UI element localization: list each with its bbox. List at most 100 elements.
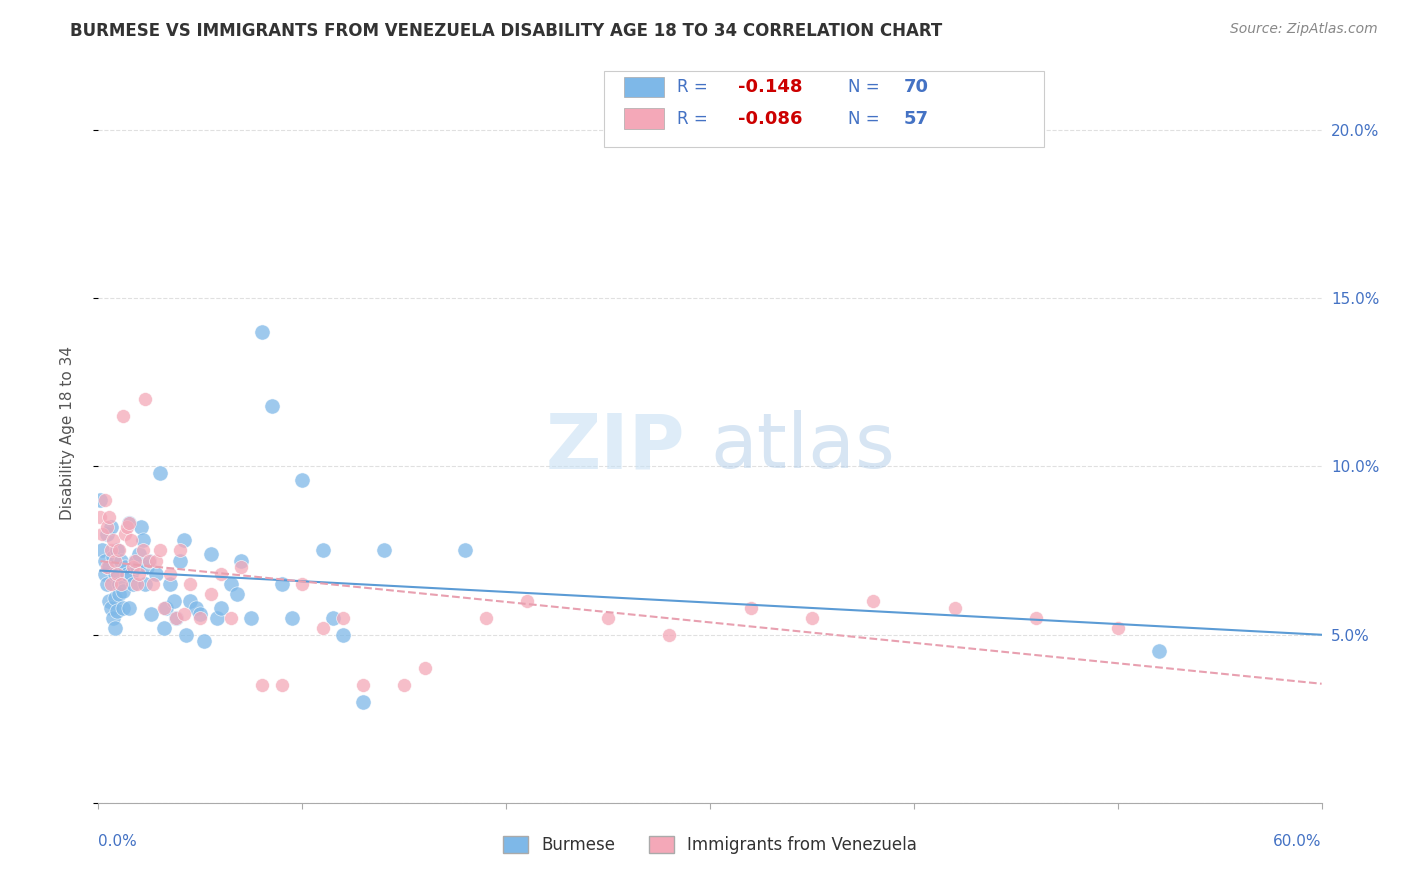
Point	[658, 627, 681, 641]
Text: -0.086: -0.086	[738, 110, 803, 128]
Point	[270, 678, 294, 692]
Point	[454, 543, 477, 558]
Point	[291, 577, 314, 591]
Point	[312, 621, 335, 635]
Point	[120, 566, 142, 581]
Point	[173, 607, 195, 622]
Point	[200, 547, 222, 561]
Point	[862, 594, 884, 608]
Point	[101, 533, 124, 548]
Point	[110, 553, 132, 567]
Point	[128, 566, 150, 581]
Point	[312, 543, 335, 558]
Point	[138, 553, 160, 567]
Point	[152, 621, 174, 635]
Point	[145, 553, 167, 567]
Point	[118, 516, 141, 531]
Point	[111, 583, 134, 598]
Point	[200, 587, 222, 601]
Point	[169, 543, 191, 558]
Point	[105, 543, 128, 558]
Text: N =: N =	[848, 110, 886, 128]
Point	[159, 577, 181, 591]
Point	[132, 533, 155, 548]
Point	[1025, 611, 1047, 625]
Point	[93, 492, 115, 507]
Point	[801, 611, 824, 625]
Point	[943, 600, 966, 615]
Point	[89, 509, 111, 524]
Point	[97, 509, 120, 524]
Text: R =: R =	[678, 110, 713, 128]
Point	[96, 520, 118, 534]
Text: 57: 57	[903, 110, 928, 128]
Point	[1147, 644, 1170, 658]
Point	[141, 607, 163, 622]
Point	[174, 627, 197, 641]
Text: 60.0%: 60.0%	[1274, 834, 1322, 849]
Point	[114, 560, 136, 574]
Point	[740, 600, 762, 615]
Point	[163, 594, 186, 608]
Point	[132, 543, 155, 558]
Point	[179, 594, 201, 608]
Point	[129, 520, 152, 534]
Point	[101, 611, 124, 625]
Point	[159, 566, 181, 581]
Point	[114, 526, 136, 541]
Point	[138, 553, 160, 567]
Point	[152, 600, 174, 615]
Point	[392, 678, 416, 692]
Point	[100, 543, 122, 558]
Text: BURMESE VS IMMIGRANTS FROM VENEZUELA DISABILITY AGE 18 TO 34 CORRELATION CHART: BURMESE VS IMMIGRANTS FROM VENEZUELA DIS…	[70, 22, 942, 40]
Point	[250, 678, 273, 692]
Point	[124, 553, 146, 567]
Point	[1107, 621, 1129, 635]
Point	[96, 577, 118, 591]
Point	[105, 566, 128, 581]
Text: atlas: atlas	[710, 410, 894, 484]
Point	[205, 611, 228, 625]
FancyBboxPatch shape	[624, 77, 664, 97]
Point	[193, 634, 215, 648]
Point	[127, 560, 149, 574]
Point	[96, 526, 118, 541]
Point	[188, 607, 212, 622]
Point	[91, 543, 114, 558]
Point	[322, 611, 344, 625]
FancyBboxPatch shape	[624, 108, 664, 129]
Point	[111, 409, 134, 423]
Point	[474, 611, 498, 625]
Point	[97, 594, 120, 608]
Point	[209, 600, 232, 615]
Point	[142, 577, 165, 591]
Point	[91, 526, 114, 541]
Point	[226, 587, 249, 601]
Point	[209, 566, 232, 581]
Point	[136, 560, 159, 574]
Point	[332, 627, 354, 641]
Text: R =: R =	[678, 78, 713, 95]
Point	[118, 516, 141, 531]
Point	[100, 520, 122, 534]
Point	[149, 543, 172, 558]
Point	[134, 392, 156, 406]
Point	[105, 604, 128, 618]
Point	[373, 543, 395, 558]
Point	[93, 566, 115, 581]
Point	[104, 566, 127, 581]
Point	[89, 492, 111, 507]
Point	[186, 600, 208, 615]
Point	[104, 553, 127, 567]
Text: ZIP: ZIP	[546, 410, 686, 484]
Point	[108, 587, 131, 601]
Point	[110, 577, 132, 591]
Point	[108, 577, 131, 591]
Y-axis label: Disability Age 18 to 34: Disability Age 18 to 34	[60, 345, 75, 520]
Point	[219, 577, 242, 591]
Point	[111, 600, 134, 615]
Point	[173, 533, 195, 548]
Point	[188, 611, 212, 625]
Point	[104, 591, 127, 605]
Point	[134, 577, 156, 591]
